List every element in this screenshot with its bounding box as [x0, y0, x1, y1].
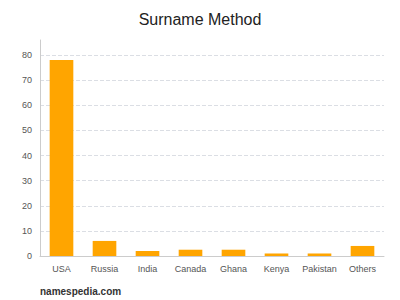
svg-text:USA: USA: [52, 264, 71, 274]
svg-text:60: 60: [22, 100, 32, 110]
svg-text:0: 0: [27, 251, 32, 261]
svg-text:40: 40: [22, 151, 32, 161]
svg-text:Kenya: Kenya: [264, 264, 290, 274]
svg-text:Russia: Russia: [91, 264, 119, 274]
svg-text:Others: Others: [349, 264, 377, 274]
svg-text:India: India: [138, 264, 158, 274]
svg-text:10: 10: [22, 226, 32, 236]
svg-text:namespedia.com: namespedia.com: [40, 286, 121, 297]
svg-text:80: 80: [22, 50, 32, 60]
svg-text:70: 70: [22, 75, 32, 85]
svg-text:Pakistan: Pakistan: [302, 264, 337, 274]
svg-text:Canada: Canada: [175, 264, 207, 274]
svg-text:Ghana: Ghana: [220, 264, 247, 274]
svg-text:30: 30: [22, 176, 32, 186]
svg-text:Surname Method: Surname Method: [139, 11, 262, 28]
svg-text:20: 20: [22, 201, 32, 211]
svg-text:50: 50: [22, 125, 32, 135]
